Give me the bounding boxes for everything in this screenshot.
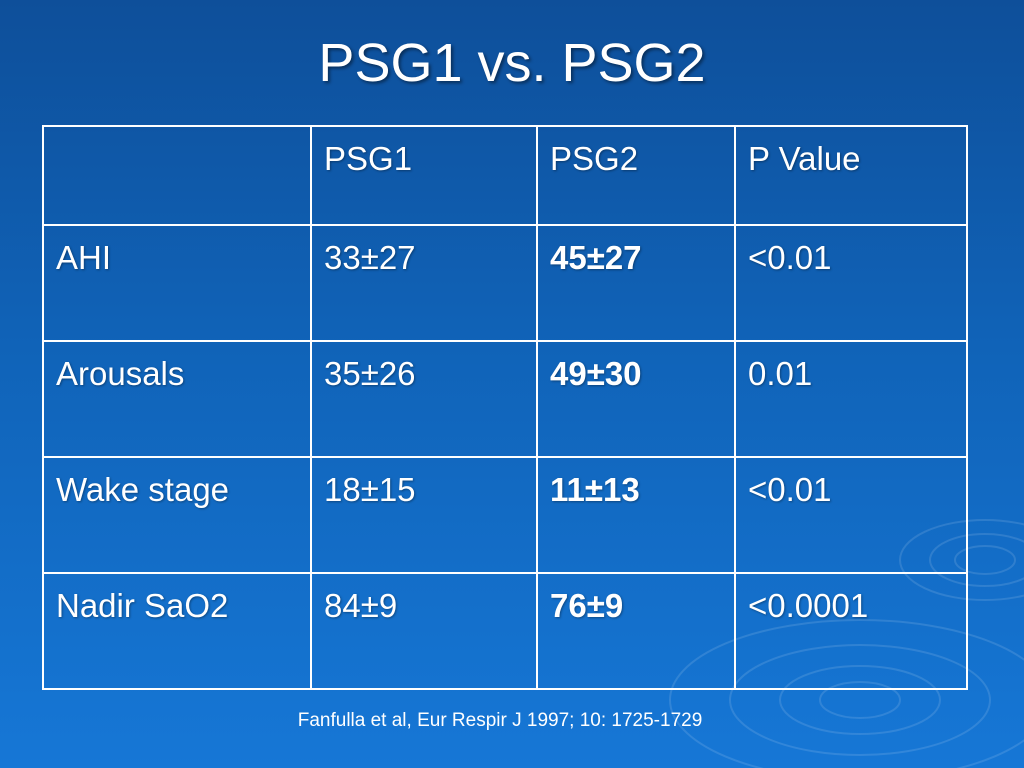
row-label: Wake stage: [42, 456, 312, 574]
table-header-row: PSG1 PSG2 P Value: [42, 125, 968, 226]
table-row: Nadir SaO2 84±9 76±9 <0.0001: [42, 572, 968, 690]
p-value: 0.01: [734, 340, 968, 458]
row-label: AHI: [42, 224, 312, 342]
psg2-value: 45±27: [536, 224, 736, 342]
citation: Fanfulla et al, Eur Respir J 1997; 10: 1…: [297, 710, 703, 731]
p-value: <0.0001: [734, 572, 968, 690]
header-cell-psg2: PSG2: [536, 125, 736, 226]
p-value: <0.01: [734, 456, 968, 574]
psg1-value: 18±15: [310, 456, 538, 574]
p-value: <0.01: [734, 224, 968, 342]
header-cell-p-value: P Value: [734, 125, 968, 226]
psg2-value: 49±30: [536, 340, 736, 458]
psg1-value: 35±26: [310, 340, 538, 458]
header-cell-empty: [42, 125, 312, 226]
psg2-value: 76±9: [536, 572, 736, 690]
slide-title: PSG1 vs. PSG2: [318, 33, 706, 93]
comparison-table: PSG1 PSG2 P Value AHI 33±27 45±27 <0.01 …: [42, 125, 968, 690]
table-row: Wake stage 18±15 11±13 <0.01: [42, 456, 968, 574]
psg2-value: 11±13: [536, 456, 736, 574]
row-label: Nadir SaO2: [42, 572, 312, 690]
psg1-value: 84±9: [310, 572, 538, 690]
table-row: Arousals 35±26 49±30 0.01: [42, 340, 968, 458]
header-cell-psg1: PSG1: [310, 125, 538, 226]
psg1-value: 33±27: [310, 224, 538, 342]
row-label: Arousals: [42, 340, 312, 458]
table-row: AHI 33±27 45±27 <0.01: [42, 224, 968, 342]
